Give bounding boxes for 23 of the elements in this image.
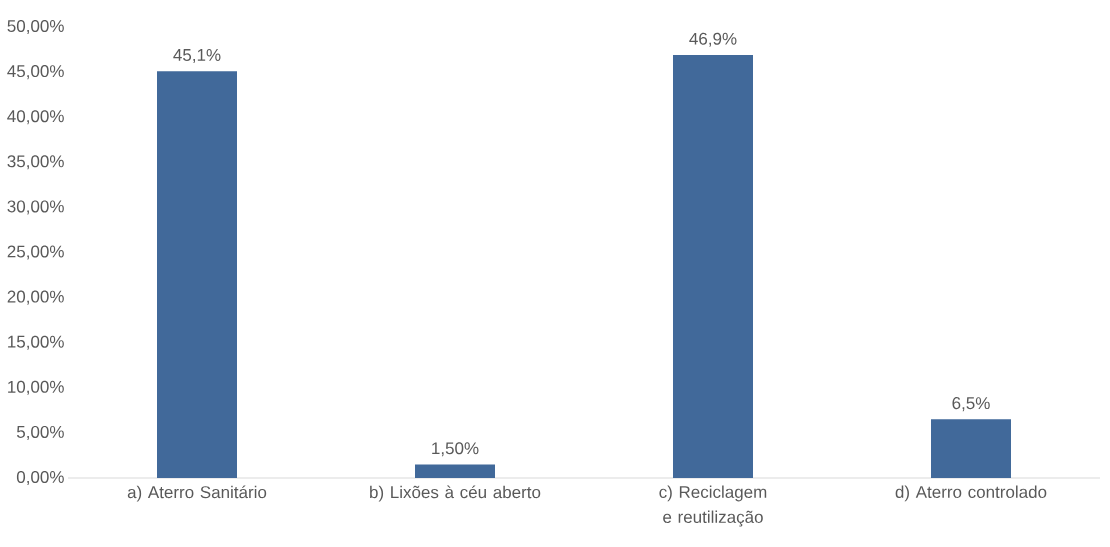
x-tick-label: c) Reciclagem e reutilização (659, 485, 767, 527)
bar (673, 54, 753, 478)
y-tick-label: 20,00% (7, 290, 64, 305)
bar (931, 419, 1011, 478)
bar (415, 464, 495, 478)
x-tick-label: d) Aterro controlado (895, 485, 1047, 502)
y-tick-label: 35,00% (7, 155, 64, 170)
x-tick-label: b) Lixões à céu aberto (370, 485, 541, 502)
y-tick-label: 45,00% (7, 65, 64, 80)
data-label: 6,5% (952, 397, 990, 412)
y-tick-label: 5,00% (16, 425, 64, 440)
y-tick-label: 40,00% (7, 110, 64, 125)
y-tick-label: 0,00% (16, 470, 64, 486)
data-label: 1,50% (432, 442, 479, 457)
y-tick-label: 25,00% (7, 245, 64, 260)
data-label: 46,9% (689, 32, 737, 47)
x-tick-label: a) Aterro Sanitário (127, 485, 267, 502)
bar (157, 71, 237, 478)
y-tick-label: 10,00% (8, 380, 64, 395)
y-tick-label: 15,00% (8, 335, 64, 350)
y-tick-label: 30,00% (7, 200, 64, 215)
data-label: 45,1% (173, 49, 221, 63)
y-tick-label: 50,00% (7, 19, 64, 35)
